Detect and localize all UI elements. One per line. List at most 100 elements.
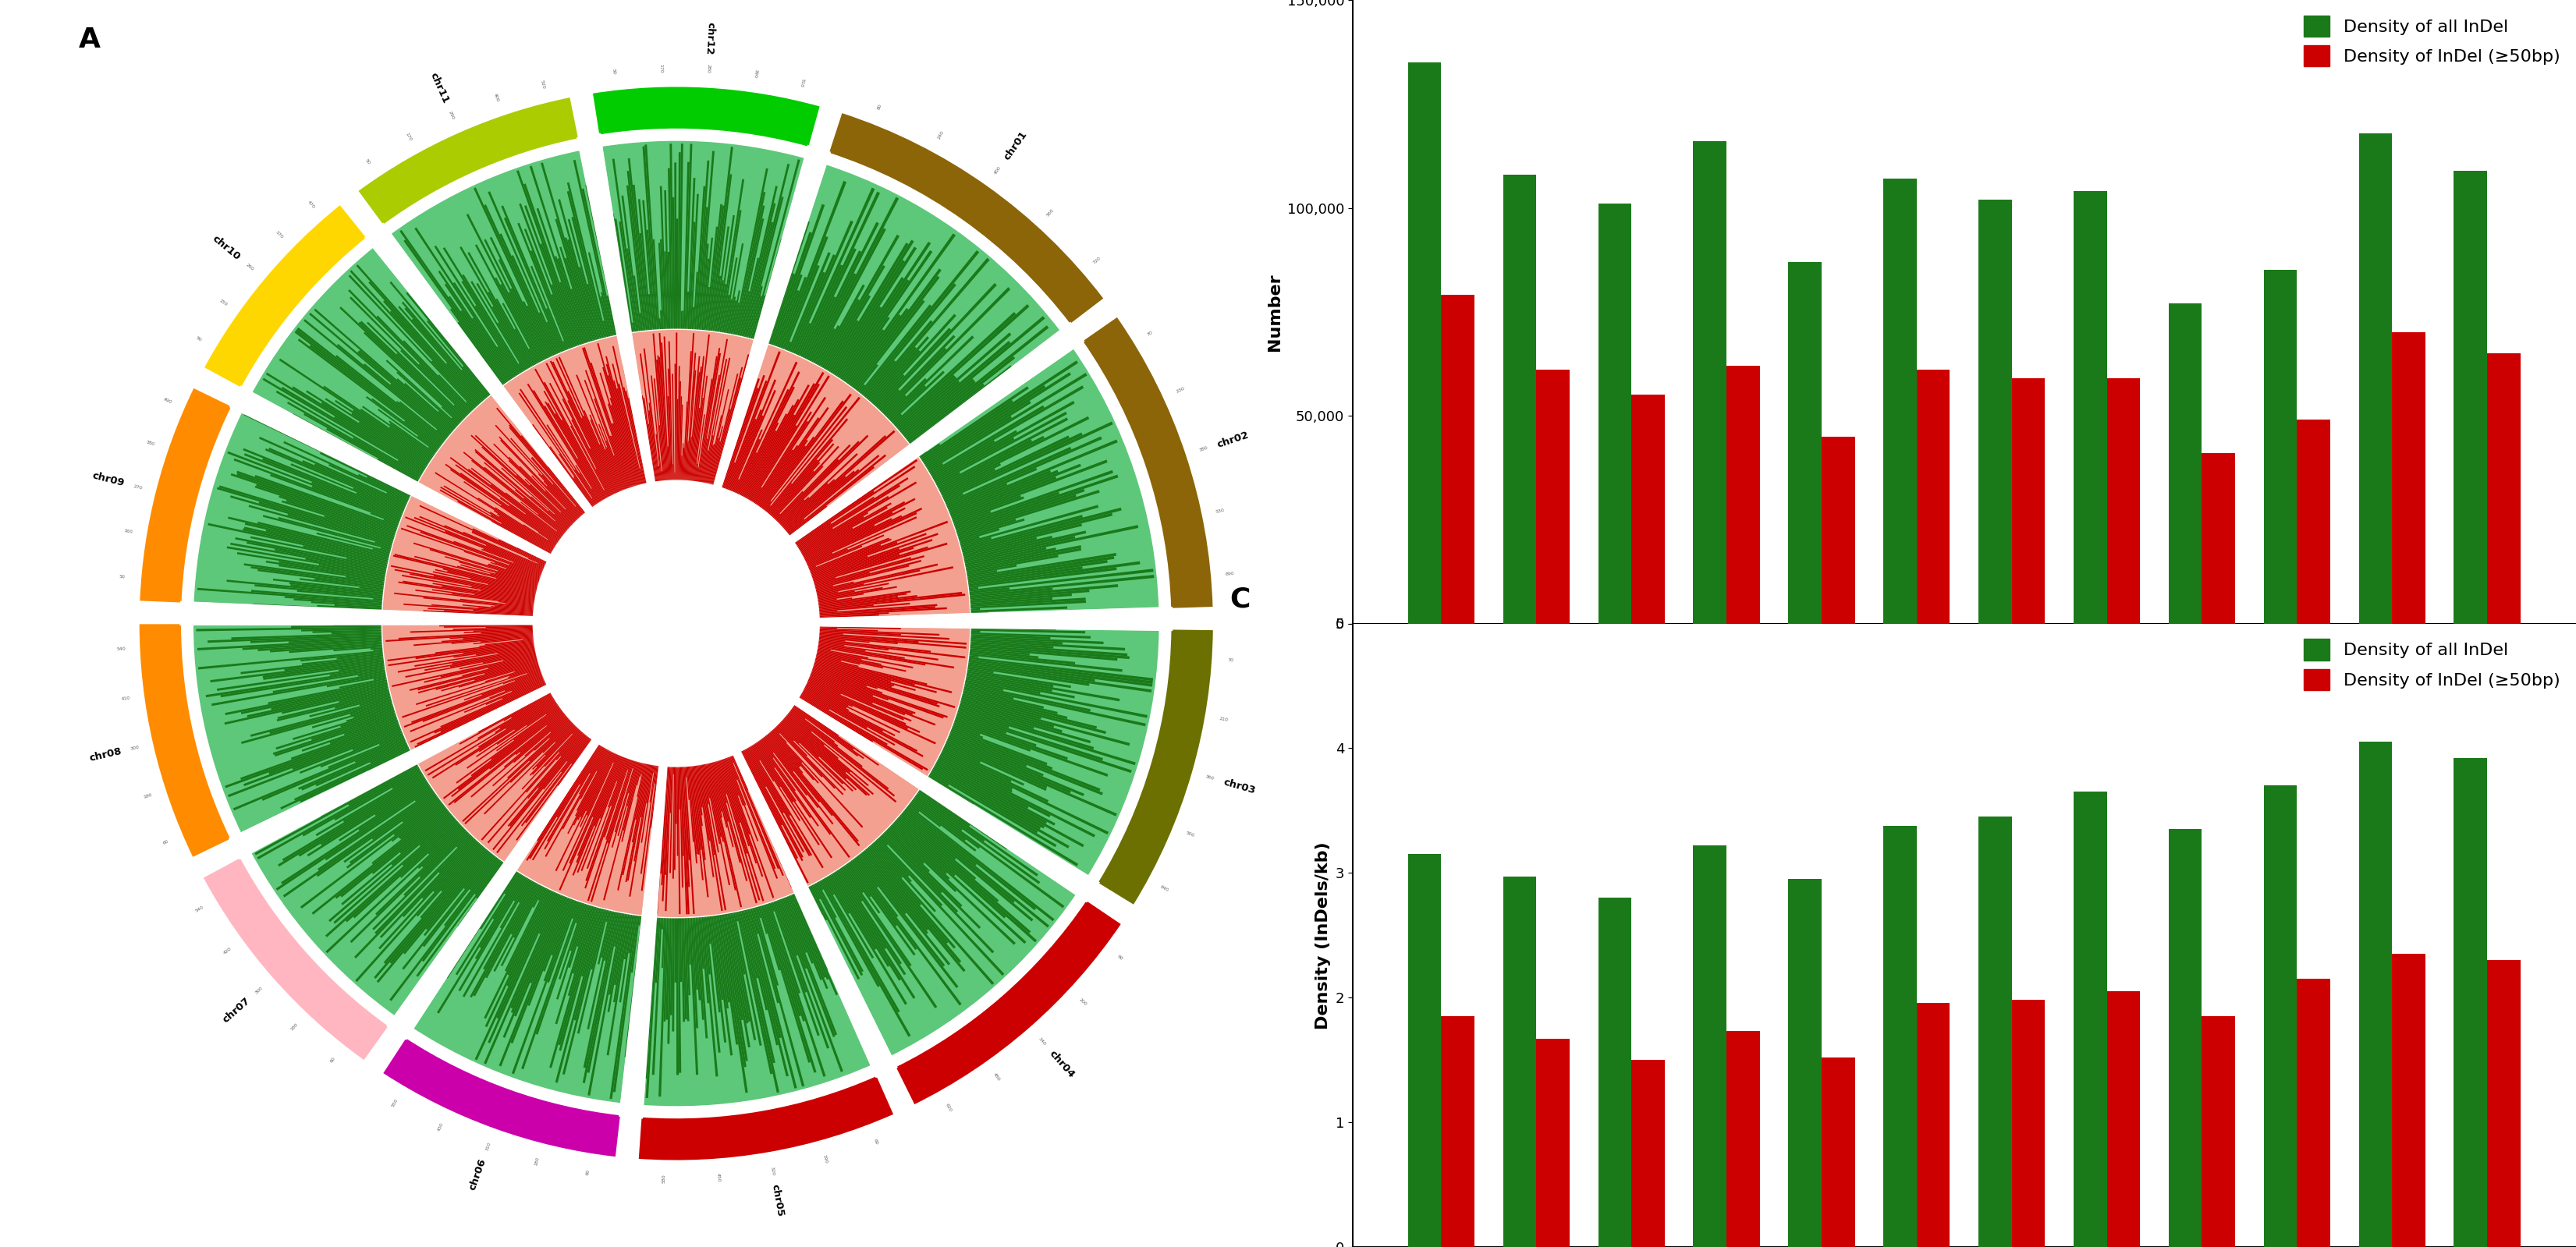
Wedge shape xyxy=(688,767,693,842)
Wedge shape xyxy=(332,817,456,924)
Wedge shape xyxy=(809,549,848,567)
Wedge shape xyxy=(793,894,837,995)
Wedge shape xyxy=(502,653,536,661)
Wedge shape xyxy=(858,384,866,393)
Wedge shape xyxy=(819,628,878,631)
Wedge shape xyxy=(811,672,889,701)
Wedge shape xyxy=(819,606,935,615)
Wedge shape xyxy=(786,470,855,530)
Wedge shape xyxy=(819,642,938,661)
Wedge shape xyxy=(556,531,562,536)
Wedge shape xyxy=(698,766,711,840)
Wedge shape xyxy=(337,690,389,702)
Wedge shape xyxy=(629,915,636,954)
Wedge shape xyxy=(778,291,799,347)
Wedge shape xyxy=(500,692,551,720)
Wedge shape xyxy=(510,565,541,576)
Wedge shape xyxy=(371,811,448,874)
Wedge shape xyxy=(855,299,925,390)
Wedge shape xyxy=(482,590,536,600)
Wedge shape xyxy=(829,874,876,950)
Wedge shape xyxy=(662,767,670,902)
Wedge shape xyxy=(752,744,801,822)
Wedge shape xyxy=(714,762,726,803)
Wedge shape xyxy=(270,474,399,522)
Wedge shape xyxy=(497,647,536,653)
Wedge shape xyxy=(829,874,889,966)
Wedge shape xyxy=(716,214,734,332)
Wedge shape xyxy=(600,444,621,491)
Wedge shape xyxy=(742,910,757,979)
Wedge shape xyxy=(971,612,989,615)
Wedge shape xyxy=(768,734,832,816)
Wedge shape xyxy=(580,267,600,339)
Wedge shape xyxy=(464,531,544,567)
Wedge shape xyxy=(500,233,556,355)
Wedge shape xyxy=(618,763,647,890)
Wedge shape xyxy=(389,848,487,964)
Wedge shape xyxy=(443,625,533,627)
Wedge shape xyxy=(443,610,533,616)
Wedge shape xyxy=(940,463,1002,494)
Wedge shape xyxy=(544,402,603,500)
Wedge shape xyxy=(701,764,719,853)
Wedge shape xyxy=(827,877,850,914)
Wedge shape xyxy=(708,763,742,908)
Wedge shape xyxy=(904,380,976,439)
Wedge shape xyxy=(817,566,953,595)
Wedge shape xyxy=(289,582,384,594)
Wedge shape xyxy=(677,918,680,1072)
Wedge shape xyxy=(469,469,562,539)
Wedge shape xyxy=(304,413,420,479)
Wedge shape xyxy=(549,510,569,529)
Wedge shape xyxy=(250,763,505,1016)
Wedge shape xyxy=(366,476,410,498)
Wedge shape xyxy=(464,367,489,397)
Wedge shape xyxy=(770,732,801,768)
Wedge shape xyxy=(559,247,590,342)
Wedge shape xyxy=(814,577,837,585)
Wedge shape xyxy=(938,439,1033,489)
Wedge shape xyxy=(513,885,541,938)
Wedge shape xyxy=(641,766,657,874)
Wedge shape xyxy=(809,676,935,726)
Wedge shape xyxy=(788,895,829,989)
Wedge shape xyxy=(278,776,425,867)
Wedge shape xyxy=(374,848,487,979)
Text: chr07: chr07 xyxy=(222,996,252,1025)
Wedge shape xyxy=(902,340,1010,434)
Wedge shape xyxy=(971,594,1072,604)
Wedge shape xyxy=(739,705,920,888)
Wedge shape xyxy=(389,426,433,458)
Wedge shape xyxy=(799,478,909,547)
Wedge shape xyxy=(554,743,598,812)
Wedge shape xyxy=(881,834,958,913)
Wedge shape xyxy=(523,498,567,532)
Wedge shape xyxy=(613,914,629,1003)
Wedge shape xyxy=(477,862,502,899)
Wedge shape xyxy=(811,539,933,580)
Wedge shape xyxy=(817,581,853,591)
Bar xyxy=(2486,353,2519,624)
Wedge shape xyxy=(600,373,634,486)
Wedge shape xyxy=(665,767,672,912)
Wedge shape xyxy=(466,252,533,367)
Wedge shape xyxy=(350,297,469,415)
Wedge shape xyxy=(422,839,477,899)
Wedge shape xyxy=(518,363,523,372)
Wedge shape xyxy=(528,668,541,673)
Wedge shape xyxy=(459,561,538,585)
Wedge shape xyxy=(969,569,1154,592)
Wedge shape xyxy=(258,521,389,555)
Wedge shape xyxy=(412,542,538,582)
Wedge shape xyxy=(850,308,909,387)
Wedge shape xyxy=(538,887,546,900)
Wedge shape xyxy=(708,426,724,484)
Wedge shape xyxy=(696,466,698,481)
Wedge shape xyxy=(806,683,935,744)
Wedge shape xyxy=(951,727,1048,766)
Wedge shape xyxy=(538,474,580,518)
Wedge shape xyxy=(726,758,757,842)
Bar xyxy=(1443,296,1473,624)
Wedge shape xyxy=(914,797,1064,908)
